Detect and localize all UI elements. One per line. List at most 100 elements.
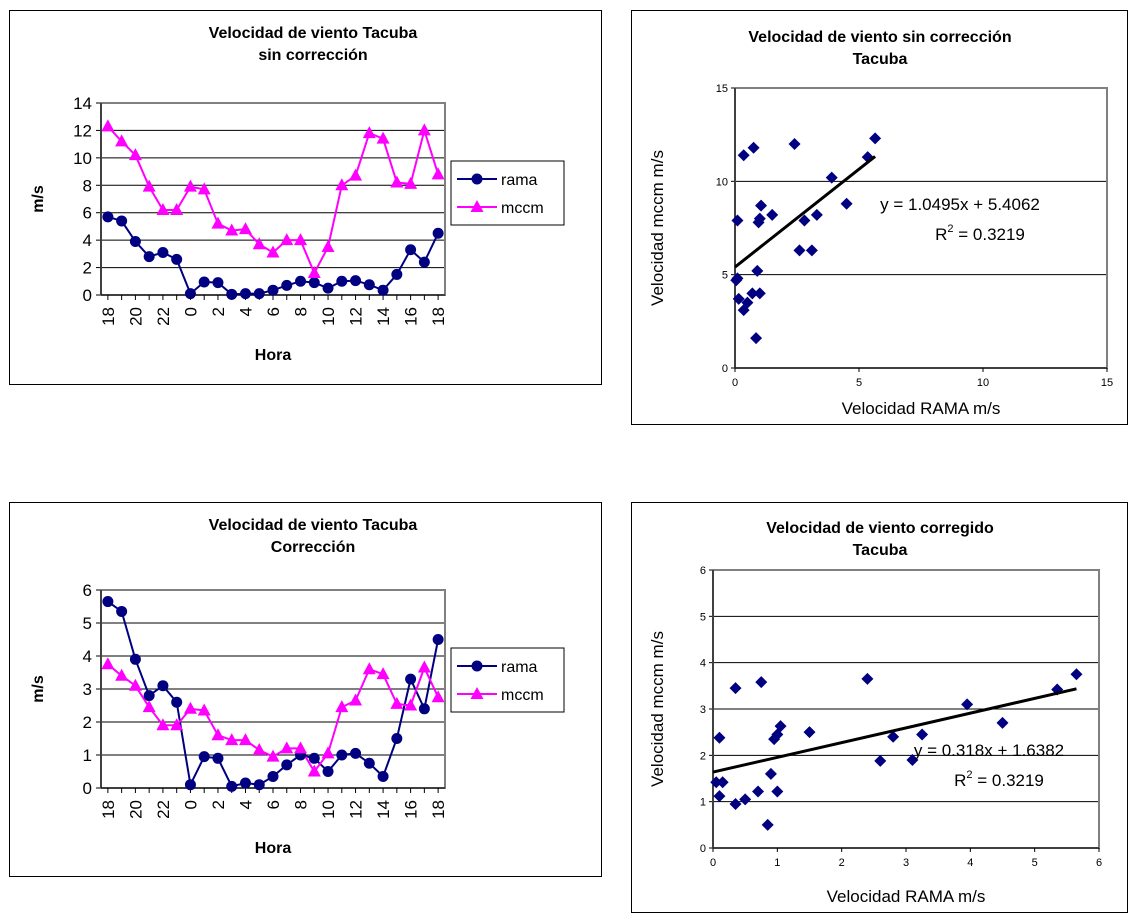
data-point-rama (198, 751, 210, 763)
legend-marker-mccm (470, 687, 484, 699)
data-point-mccm (142, 700, 156, 713)
data-point-mccm (238, 222, 252, 235)
y-tick-label: 1 (83, 746, 92, 765)
scatter-chart-corregido: Velocidad de viento corregido Tacuba 0 1 2 3 4… (648, 520, 1102, 906)
x-tick-label: 3 (903, 857, 909, 869)
legend-box (450, 647, 565, 713)
data-point (825, 171, 838, 184)
legend-label-mccm: mccm (501, 200, 544, 217)
data-point-rama (336, 275, 348, 287)
legend-label-rama: rama (501, 172, 538, 189)
data-point-rama (226, 780, 238, 792)
data-point-mccm (280, 741, 294, 754)
data-point-mccm (307, 266, 321, 279)
data-point-mccm (390, 696, 404, 709)
data-point-rama (253, 779, 265, 791)
data-point (906, 753, 919, 766)
data-point-mccm (142, 179, 156, 192)
data-point-mccm (376, 667, 390, 680)
data-point-rama (171, 253, 183, 265)
y-tick-label: 6 (700, 565, 706, 577)
line-chart-correccion: Velocidad de viento TacubaCorrección0123… (30, 517, 565, 857)
chart-panel-line-sin-correccion: Velocidad de viento Tacuba sin corrección… (9, 10, 602, 385)
data-point (961, 698, 974, 711)
data-point-mccm (349, 693, 363, 706)
y-tick-label: 2 (83, 713, 92, 732)
data-point-mccm (101, 119, 115, 132)
data-point-rama (377, 770, 389, 782)
y-tick-label: 5 (83, 614, 92, 633)
data-point (751, 264, 764, 277)
data-point-rama (322, 766, 334, 777)
data-point (803, 726, 816, 739)
r2-exponent: 2 (966, 769, 972, 781)
data-point (729, 797, 742, 810)
data-point-mccm (431, 167, 445, 180)
data-point (916, 728, 929, 741)
data-point-rama (184, 779, 196, 791)
trendline-equation: y = 0.318x + 1.6382 (914, 741, 1064, 760)
data-point-mccm (156, 202, 170, 215)
data-point-rama (102, 596, 114, 608)
data-point-rama (432, 227, 444, 239)
x-tick-label: 22 (154, 307, 173, 326)
r-squared-label: R2 = 0.3219 (935, 223, 1025, 244)
x-tick-label: 4 (236, 800, 255, 809)
x-tick-label: 16 (402, 307, 421, 326)
x-tick-label: 2 (209, 307, 228, 316)
data-point-rama (212, 752, 224, 764)
x-tick-label: 4 (236, 307, 255, 316)
data-point (750, 332, 763, 345)
data-point-mccm (225, 223, 239, 236)
data-point (752, 785, 765, 798)
x-tick-label: 8 (292, 800, 311, 809)
x-tick-label: 0 (732, 377, 738, 389)
data-point-rama (129, 653, 141, 665)
data-point-mccm (197, 182, 211, 195)
data-point (731, 214, 744, 227)
y-axis-label: m/s (30, 675, 47, 703)
x-tick-label: 0 (181, 307, 200, 316)
y-tick-label: 14 (73, 94, 92, 113)
scatter-chart-sin-correccion: Velocidad de viento sin corrección Tacuba… (648, 29, 1113, 418)
data-point-mccm (321, 746, 335, 759)
y-tick-label: 5 (700, 611, 706, 623)
x-tick-label: 18 (429, 307, 448, 326)
x-tick-label: 22 (154, 800, 173, 819)
trendline-equation: y = 1.0495x + 5.4062 (880, 195, 1040, 214)
chart-panel-line-correccion: Velocidad de viento Tacuba Corrección 0 1 2 3… (9, 502, 602, 877)
r2-symbol: R (954, 771, 966, 790)
r2-value: = 0.3219 (954, 225, 1025, 244)
y-tick-label: 10 (73, 149, 92, 168)
x-tick-label: 5 (1032, 857, 1038, 869)
x-tick-label: 4 (967, 857, 973, 869)
data-point-rama (391, 733, 403, 744)
chart-subtitle: Tacuba (853, 542, 908, 559)
data-point (840, 197, 853, 210)
legend-label-rama: rama (501, 659, 538, 676)
data-point (755, 676, 768, 689)
x-tick-label: 6 (1096, 857, 1102, 869)
x-axis-label: Velocidad RAMA m/s (842, 399, 1001, 418)
y-tick-label: 10 (716, 176, 728, 188)
data-point-rama (267, 284, 279, 296)
legend-box (450, 160, 565, 226)
data-point-mccm (404, 698, 418, 711)
r2-symbol: R (935, 225, 947, 244)
y-tick-label: 12 (73, 121, 92, 140)
chart-subtitle: Corrección (271, 539, 355, 556)
data-point-mccm (362, 126, 376, 139)
data-point (713, 790, 726, 803)
data-point-mccm (225, 733, 239, 746)
data-point-mccm (170, 202, 184, 215)
data-point-rama (212, 277, 224, 289)
x-tick-label: 0 (181, 800, 200, 809)
data-point (761, 818, 774, 831)
data-point-rama (308, 277, 320, 289)
y-tick-label: 0 (700, 843, 706, 855)
data-point (798, 214, 811, 227)
data-point (810, 208, 823, 221)
y-tick-label: 5 (722, 270, 728, 282)
data-point-mccm (307, 764, 321, 777)
data-point (732, 292, 745, 305)
